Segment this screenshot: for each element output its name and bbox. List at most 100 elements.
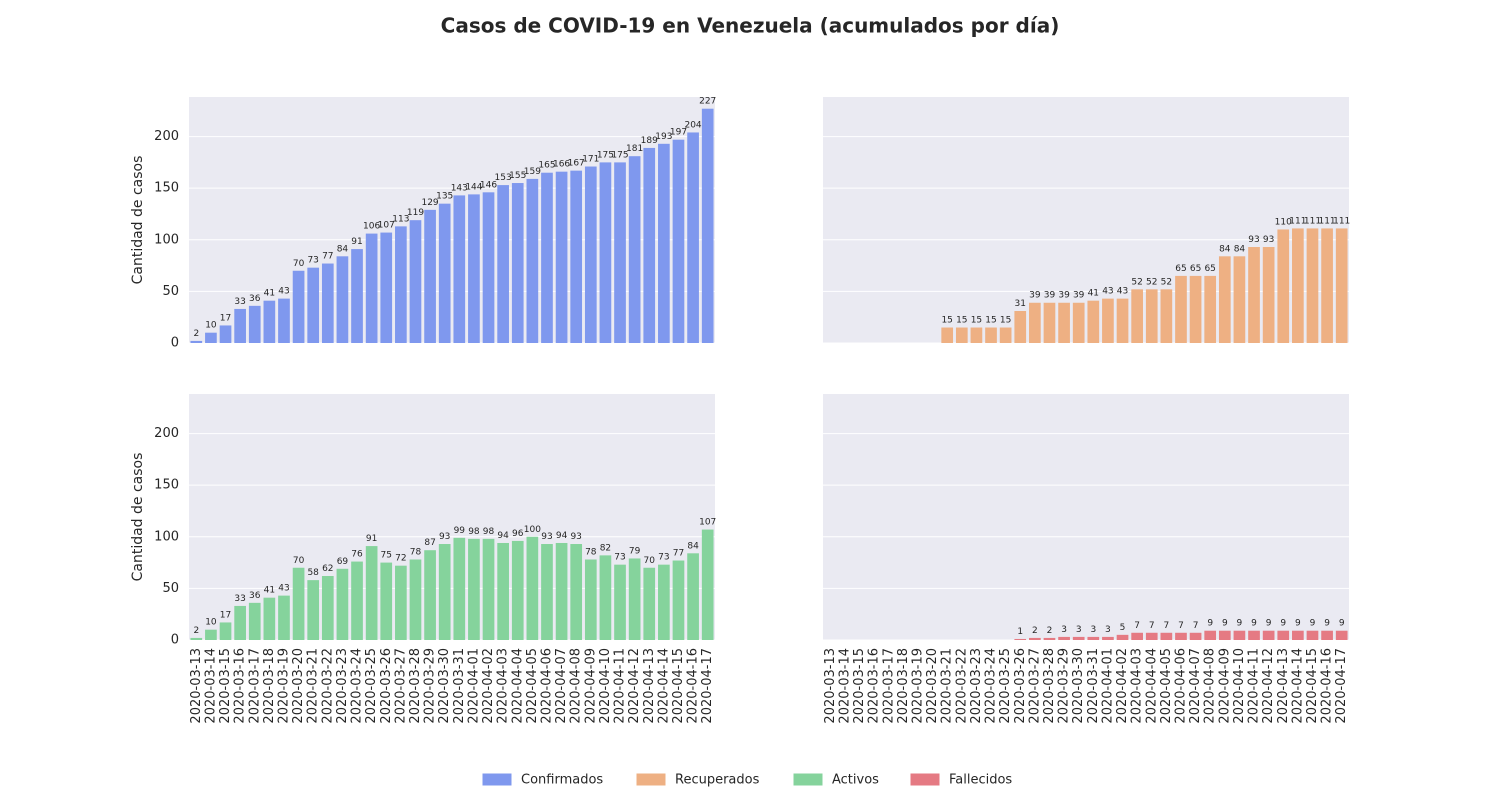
y-axis-label: Cantidad de casos (130, 453, 146, 582)
bar (278, 298, 290, 343)
value-label: 36 (249, 591, 261, 601)
y-tick-label: 100 (154, 529, 179, 544)
value-label: 10 (205, 618, 217, 628)
bar (1058, 302, 1070, 343)
bar (1248, 247, 1260, 343)
bar (1072, 302, 1085, 343)
value-label: 166 (553, 160, 570, 170)
bar (380, 562, 393, 640)
value-label: 9 (1251, 619, 1257, 629)
bar (599, 555, 612, 640)
value-label: 82 (600, 543, 611, 553)
value-label: 167 (568, 159, 585, 169)
x-tick-label: 2020-03-17 (247, 648, 262, 724)
value-label: 70 (293, 556, 305, 566)
bar (409, 220, 422, 343)
value-label: 111 (1304, 216, 1321, 226)
value-label: 17 (220, 313, 231, 323)
x-tick-label: 2020-04-14 (1290, 648, 1305, 724)
bar (351, 249, 363, 343)
value-label: 69 (337, 557, 349, 567)
x-tick-label: 2020-03-16 (233, 648, 248, 724)
value-label: 41 (1088, 289, 1099, 299)
value-label: 41 (264, 586, 275, 596)
x-tick-label: 2020-03-30 (1071, 648, 1086, 724)
value-label: 39 (1058, 291, 1070, 301)
value-label: 52 (1161, 277, 1172, 287)
bar (643, 147, 656, 343)
value-label: 43 (278, 584, 289, 594)
x-tick-label: 2020-03-26 (1013, 648, 1028, 724)
bar (321, 263, 334, 343)
value-label: 84 (1219, 244, 1231, 254)
legend-label: Recuperados (675, 773, 760, 788)
bar (307, 267, 320, 343)
value-label: 227 (699, 97, 716, 107)
value-label: 7 (1193, 621, 1199, 631)
bar (1043, 302, 1056, 343)
value-label: 165 (538, 161, 555, 171)
value-label: 189 (641, 136, 658, 146)
bar (438, 544, 451, 640)
bar (1160, 632, 1173, 640)
value-label: 3 (1076, 625, 1082, 635)
bar (555, 542, 568, 640)
y-tick-label: 200 (154, 426, 179, 441)
value-label: 9 (1310, 619, 1316, 629)
value-label: 15 (971, 316, 982, 326)
bar (555, 171, 568, 343)
value-label: 107 (699, 518, 716, 528)
bar (248, 602, 261, 640)
x-tick-label: 2020-03-27 (1027, 648, 1042, 724)
x-tick-label: 2020-04-15 (671, 648, 686, 724)
bar (1175, 275, 1187, 343)
bar (1102, 636, 1114, 640)
value-label: 107 (378, 221, 395, 231)
bar (205, 629, 217, 640)
value-label: 36 (249, 294, 261, 304)
legend-label: Activos (832, 773, 879, 788)
bar (687, 553, 699, 640)
x-tick-label: 2020-04-08 (1203, 648, 1218, 724)
legend-swatch (482, 773, 512, 786)
bar (511, 540, 524, 640)
value-label: 84 (337, 244, 349, 254)
x-tick-label: 2020-04-10 (1232, 648, 1247, 724)
legend-label: Confirmados (521, 773, 603, 788)
bar (970, 327, 983, 343)
bar (658, 564, 670, 640)
value-label: 41 (264, 289, 275, 299)
value-label: 5 (1120, 623, 1126, 633)
x-tick-label: 2020-04-06 (539, 648, 554, 724)
x-tick-label: 2020-03-31 (1086, 648, 1101, 724)
x-tick-label: 2020-04-09 (583, 648, 598, 724)
value-label: 1 (1017, 627, 1023, 637)
bar (1262, 247, 1275, 343)
bar (526, 536, 539, 640)
bar (482, 192, 495, 343)
plot-area (189, 394, 715, 640)
bar (351, 561, 363, 640)
bar (1014, 638, 1027, 640)
x-tick-label: 2020-03-14 (837, 648, 852, 724)
value-label: 91 (351, 237, 362, 247)
value-label: 76 (351, 550, 363, 560)
value-label: 70 (644, 556, 656, 566)
value-label: 98 (483, 527, 495, 537)
legend-swatch (636, 773, 666, 786)
x-tick-label: 2020-04-05 (1159, 648, 1174, 724)
bar (1116, 298, 1129, 343)
value-label: 65 (1204, 264, 1215, 274)
value-label: 2 (193, 329, 199, 339)
value-label: 143 (451, 183, 468, 193)
bar (438, 203, 451, 343)
bar (365, 233, 378, 343)
x-tick-label: 2020-03-28 (408, 648, 423, 724)
bar (336, 256, 349, 343)
value-label: 73 (307, 256, 318, 266)
x-tick-label: 2020-03-29 (1057, 648, 1072, 724)
chart-title: Casos de COVID-19 en Venezuela (acumulad… (441, 14, 1060, 38)
value-label: 15 (941, 316, 952, 326)
bar (497, 185, 509, 343)
x-tick-label: 2020-04-07 (554, 648, 569, 724)
